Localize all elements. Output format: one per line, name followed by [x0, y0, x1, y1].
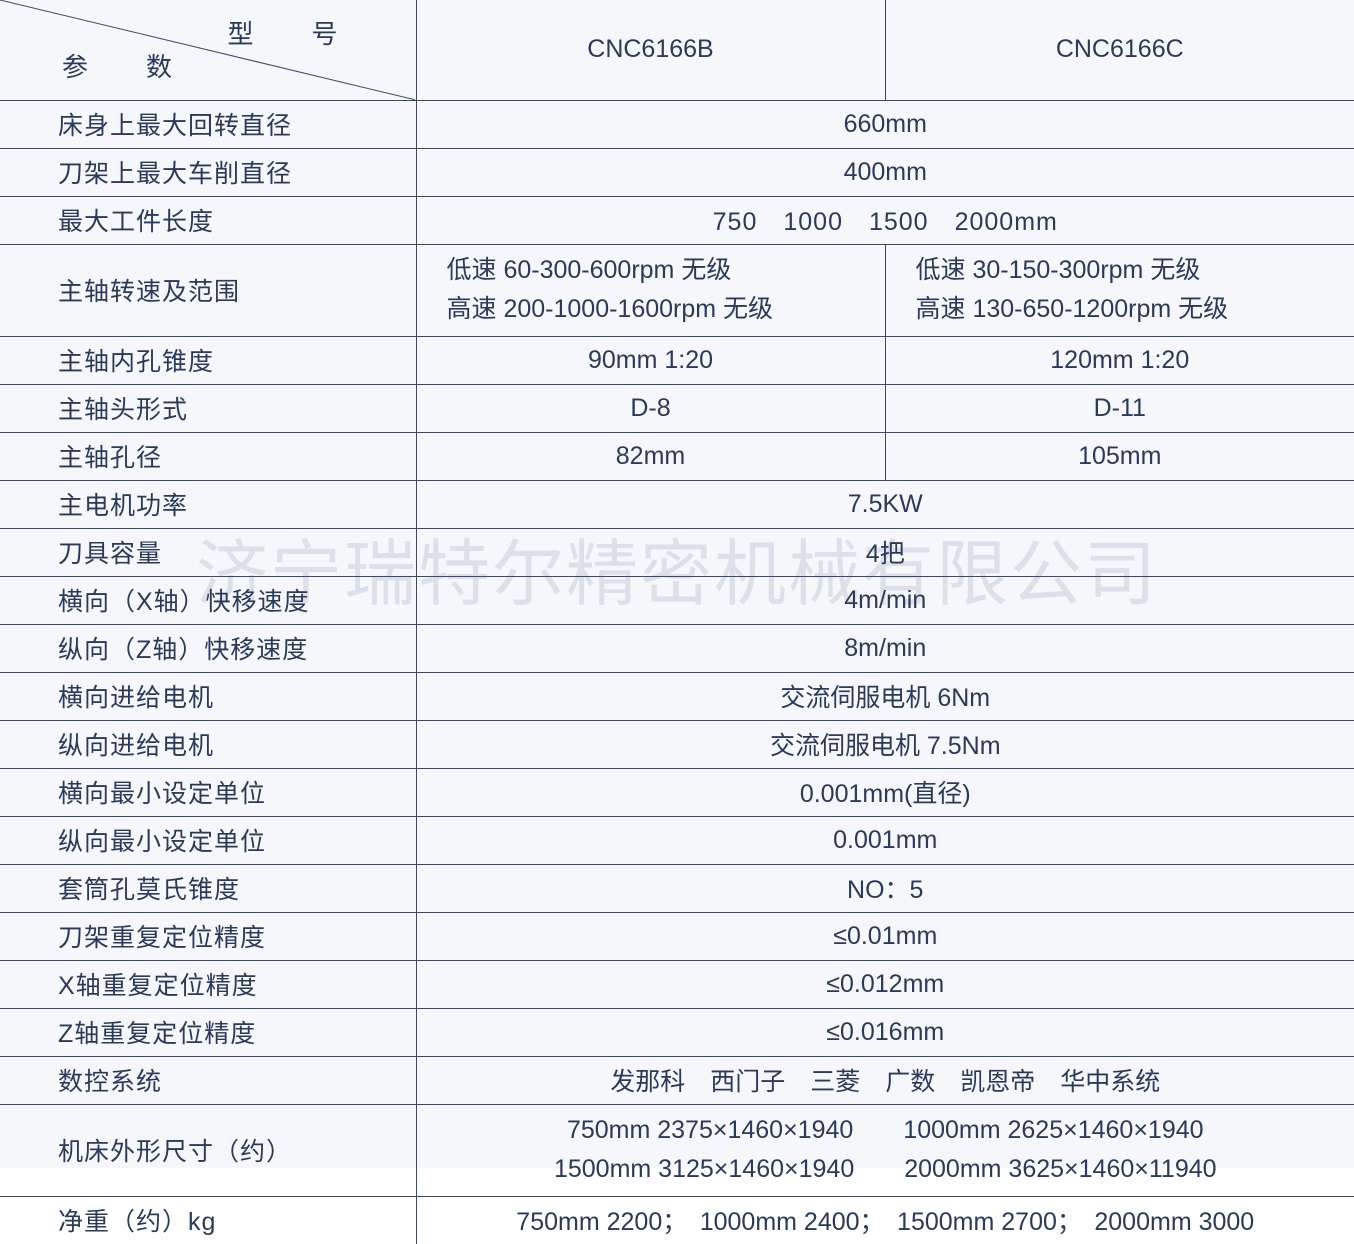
- param-label: 刀架重复定位精度: [0, 912, 416, 960]
- header-model-label: 型 号: [227, 14, 353, 51]
- cell-value: 交流伺服电机 6Nm: [416, 672, 1354, 720]
- cell-value: 660mm: [416, 100, 1354, 148]
- param-label: 主轴内孔锥度: [0, 336, 416, 384]
- param-label: 数控系统: [0, 1056, 416, 1104]
- cell-value: 交流伺服电机 7.5Nm: [416, 720, 1354, 768]
- header-diagonal-cell: 型 号 参 数: [0, 0, 416, 100]
- cell-value-b: 低速 60-300-600rpm 无级 高速 200-1000-1600rpm …: [416, 244, 885, 336]
- header-param-label: 参 数: [62, 47, 188, 84]
- param-label: 刀架上最大车削直径: [0, 148, 416, 196]
- cell-value-c: 120mm 1:20: [885, 336, 1354, 384]
- line2: 高速 200-1000-1600rpm 无级: [447, 290, 885, 329]
- param-label: 主轴转速及范围: [0, 244, 416, 336]
- param-label: 主电机功率: [0, 480, 416, 528]
- cell-value: 发那科 西门子 三菱 广数 凯恩帝 华中系统: [416, 1056, 1354, 1104]
- header-col-b: CNC6166B: [416, 0, 885, 100]
- cell-value-c: D-11: [885, 384, 1354, 432]
- cell-value: ≤0.012mm: [416, 960, 1354, 1008]
- line1: 低速 30-150-300rpm 无级: [916, 251, 1354, 290]
- spec-table: 型 号 参 数 CNC6166B CNC6166C 床身上最大回转直径660mm…: [0, 0, 1354, 1244]
- header-col-c: CNC6166C: [885, 0, 1354, 100]
- line2: 高速 130-650-1200rpm 无级: [916, 290, 1354, 329]
- param-label: 横向进给电机: [0, 672, 416, 720]
- cell-value: 4把: [416, 528, 1354, 576]
- cell-value: 750mm 2200； 1000mm 2400； 1500mm 2700； 20…: [416, 1196, 1354, 1244]
- cell-value: 4m/min: [416, 576, 1354, 624]
- param-label: 净重（约）kg: [0, 1196, 416, 1244]
- param-label: 主轴头形式: [0, 384, 416, 432]
- param-label: 主轴孔径: [0, 432, 416, 480]
- param-label: 机床外形尺寸（约）: [0, 1104, 416, 1196]
- param-label: X轴重复定位精度: [0, 960, 416, 1008]
- cell-value-c: 低速 30-150-300rpm 无级 高速 130-650-1200rpm 无…: [885, 244, 1354, 336]
- cell-value: 7.5KW: [416, 480, 1354, 528]
- param-label: 刀具容量: [0, 528, 416, 576]
- cell-value-b: 90mm 1:20: [416, 336, 885, 384]
- cell-value: 400mm: [416, 148, 1354, 196]
- cell-value: 750mm 2375×1460×1940 1000mm 2625×1460×19…: [416, 1104, 1354, 1196]
- line1: 750mm 2375×1460×1940 1000mm 2625×1460×19…: [417, 1111, 1354, 1150]
- param-label: 套筒孔莫氏锥度: [0, 864, 416, 912]
- param-label: 纵向进给电机: [0, 720, 416, 768]
- cell-value-b: 82mm: [416, 432, 885, 480]
- param-label: Z轴重复定位精度: [0, 1008, 416, 1056]
- param-label: 横向（X轴）快移速度: [0, 576, 416, 624]
- cell-value: 0.001mm(直径): [416, 768, 1354, 816]
- param-label: 最大工件长度: [0, 196, 416, 244]
- line1: 低速 60-300-600rpm 无级: [447, 251, 885, 290]
- cell-value: NO：5: [416, 864, 1354, 912]
- header-row: 型 号 参 数 CNC6166B CNC6166C: [0, 0, 1354, 100]
- cell-value: 0.001mm: [416, 816, 1354, 864]
- line2: 1500mm 3125×1460×1940 2000mm 3625×1460×1…: [417, 1150, 1354, 1189]
- cell-value: ≤0.01mm: [416, 912, 1354, 960]
- param-label: 床身上最大回转直径: [0, 100, 416, 148]
- cell-value-c: 105mm: [885, 432, 1354, 480]
- param-label: 纵向最小设定单位: [0, 816, 416, 864]
- cell-value-b: D-8: [416, 384, 885, 432]
- param-label: 横向最小设定单位: [0, 768, 416, 816]
- cell-value: 8m/min: [416, 624, 1354, 672]
- cell-value: 750 1000 1500 2000mm: [416, 196, 1354, 244]
- param-label: 纵向（Z轴）快移速度: [0, 624, 416, 672]
- cell-value: ≤0.016mm: [416, 1008, 1354, 1056]
